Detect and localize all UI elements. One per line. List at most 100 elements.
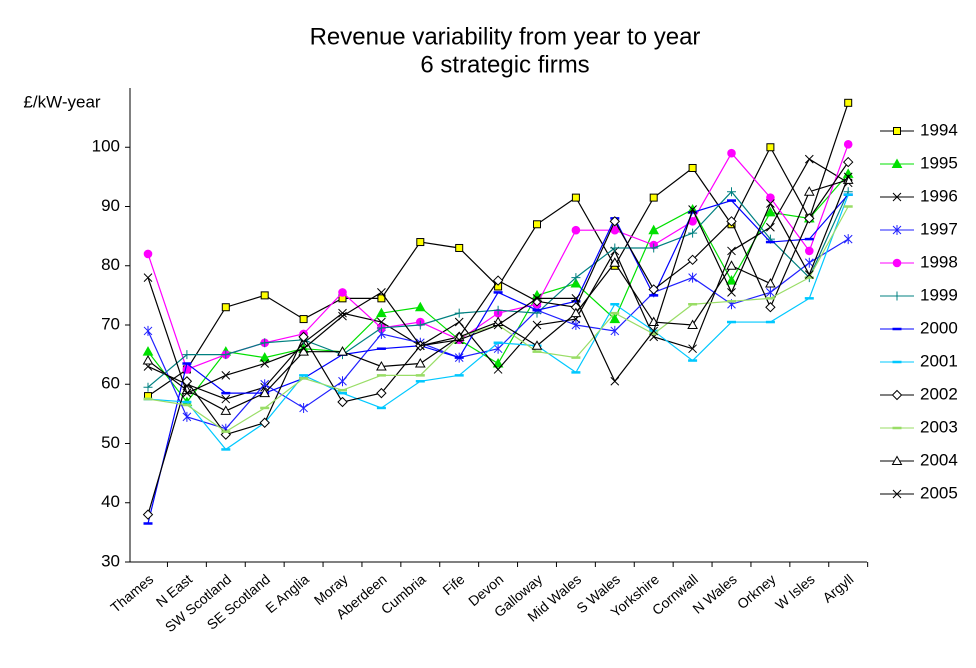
point: [648, 224, 660, 235]
point: [727, 187, 736, 197]
point: [415, 341, 425, 351]
point: [727, 148, 736, 158]
point: [649, 193, 658, 202]
point: [220, 429, 232, 440]
point: [298, 331, 309, 343]
point: [765, 278, 776, 288]
point: [376, 360, 387, 371]
point: [492, 357, 504, 368]
point: [416, 238, 425, 247]
point: [765, 302, 776, 313]
x-tick-label: Argyll: [819, 571, 856, 606]
point: [377, 294, 386, 303]
point: [726, 275, 737, 285]
point: [804, 154, 814, 164]
point: [143, 382, 153, 392]
point: [571, 293, 581, 303]
point: [376, 323, 386, 333]
point: [493, 365, 503, 374]
legend-marker: [892, 489, 902, 499]
legend-marker: [893, 127, 901, 135]
series: [142, 156, 854, 520]
point: [648, 284, 659, 295]
point: [804, 213, 815, 224]
point: [221, 371, 231, 380]
point: [766, 143, 775, 152]
point: [182, 411, 192, 422]
x-tick-label: Cumbria: [378, 571, 429, 617]
point: [843, 139, 853, 149]
point: [259, 417, 270, 428]
point: [610, 243, 620, 253]
legend-label: 2001: [920, 351, 958, 370]
x-tick-label: Fife: [439, 571, 467, 598]
point: [688, 344, 697, 354]
point: [338, 311, 347, 321]
point: [803, 186, 815, 196]
point: [142, 355, 154, 365]
point: [766, 222, 775, 232]
point: [414, 301, 426, 312]
point: [259, 352, 271, 362]
legend-marker: [892, 192, 902, 202]
point: [532, 293, 542, 303]
point: [765, 206, 776, 217]
point: [688, 205, 697, 214]
point: [337, 396, 348, 408]
series: [143, 172, 853, 398]
legend-label: 1998: [920, 252, 958, 271]
legend-label: 1996: [920, 186, 958, 205]
y-tick-label: 60: [101, 374, 120, 393]
point: [143, 273, 153, 282]
x-tick-label: Orkney: [734, 571, 779, 612]
legend-label: 2000: [920, 318, 958, 337]
series: [143, 139, 853, 374]
point: [454, 335, 464, 345]
series-line: [147, 144, 849, 371]
point: [610, 325, 620, 336]
point: [843, 234, 853, 245]
series-line: [147, 179, 849, 412]
y-tick-label: 100: [92, 137, 120, 156]
point: [299, 402, 308, 413]
point: [610, 376, 620, 386]
point: [220, 405, 232, 415]
point: [531, 340, 543, 350]
point: [142, 509, 154, 520]
point: [376, 387, 387, 399]
point: [649, 243, 659, 253]
point: [532, 320, 542, 330]
point: [414, 357, 426, 368]
point: [259, 387, 271, 398]
point: [726, 260, 737, 270]
point: [182, 350, 192, 360]
point: [766, 199, 775, 208]
point: [766, 287, 775, 298]
point: [338, 308, 347, 318]
point: [338, 376, 347, 387]
x-tick-label: N Wales: [689, 571, 739, 617]
point: [142, 346, 154, 356]
point: [260, 291, 269, 300]
point: [415, 320, 425, 330]
legend-label: 1995: [920, 153, 958, 172]
series: [144, 98, 853, 401]
point: [221, 394, 231, 404]
y-tick-label: 50: [101, 433, 120, 452]
point: [571, 320, 581, 330]
point: [221, 303, 230, 312]
point: [571, 225, 581, 235]
point: [337, 346, 348, 356]
point: [571, 273, 581, 283]
legend-marker: [892, 225, 902, 235]
y-axis-label: £/kW-year: [23, 92, 100, 111]
chart-subtitle: 6 strategic firms: [420, 51, 589, 78]
legend-marker: [892, 258, 902, 268]
point: [260, 338, 270, 348]
point: [609, 216, 621, 227]
x-tick-label: W Isles: [772, 571, 817, 613]
point: [533, 220, 541, 229]
point: [688, 228, 698, 238]
point: [766, 193, 775, 202]
